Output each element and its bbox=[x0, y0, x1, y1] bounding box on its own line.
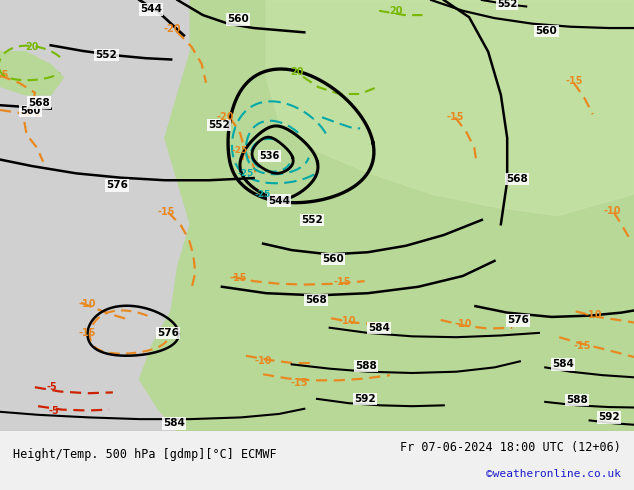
Text: -15: -15 bbox=[573, 341, 591, 351]
Text: 552: 552 bbox=[497, 0, 517, 9]
Text: 560: 560 bbox=[227, 14, 249, 24]
Polygon shape bbox=[0, 52, 63, 95]
Text: Fr 07-06-2024 18:00 UTC (12+06): Fr 07-06-2024 18:00 UTC (12+06) bbox=[401, 441, 621, 454]
Text: -15: -15 bbox=[157, 207, 175, 217]
Text: -10: -10 bbox=[339, 316, 356, 326]
Text: -10: -10 bbox=[79, 298, 96, 309]
Text: 560: 560 bbox=[322, 254, 344, 264]
Text: 588: 588 bbox=[566, 395, 588, 405]
Text: 592: 592 bbox=[598, 413, 619, 422]
Text: 536: 536 bbox=[259, 151, 280, 161]
Polygon shape bbox=[266, 0, 634, 216]
Text: -25: -25 bbox=[238, 169, 254, 178]
Text: -25: -25 bbox=[255, 191, 271, 199]
Text: 544: 544 bbox=[140, 4, 162, 15]
Text: 552: 552 bbox=[208, 120, 230, 130]
Text: 20: 20 bbox=[25, 42, 39, 51]
Text: -15: -15 bbox=[0, 71, 9, 80]
Text: 592: 592 bbox=[354, 394, 375, 404]
Text: 584: 584 bbox=[552, 359, 574, 369]
Text: 588: 588 bbox=[356, 361, 377, 370]
Text: -20: -20 bbox=[164, 24, 181, 34]
Text: 584: 584 bbox=[164, 418, 185, 428]
Text: -15: -15 bbox=[79, 328, 96, 338]
Text: 552: 552 bbox=[301, 215, 323, 225]
Text: -5: -5 bbox=[49, 406, 59, 416]
Text: 568: 568 bbox=[29, 98, 50, 108]
Text: 576: 576 bbox=[157, 328, 179, 338]
Text: -10: -10 bbox=[584, 310, 602, 320]
Text: -10: -10 bbox=[454, 319, 472, 329]
Text: -10: -10 bbox=[603, 206, 621, 216]
Text: -10: -10 bbox=[254, 356, 272, 367]
Text: -15: -15 bbox=[290, 378, 308, 388]
Text: 20: 20 bbox=[290, 68, 304, 77]
Text: -25: -25 bbox=[231, 146, 248, 154]
Text: Height/Temp. 500 hPa [gdmp][°C] ECMWF: Height/Temp. 500 hPa [gdmp][°C] ECMWF bbox=[13, 448, 276, 461]
Text: 560: 560 bbox=[536, 26, 557, 36]
Text: 568: 568 bbox=[305, 294, 327, 305]
Text: 552: 552 bbox=[96, 50, 117, 60]
Text: -15: -15 bbox=[446, 112, 464, 122]
Text: 576: 576 bbox=[507, 316, 529, 325]
Text: 20: 20 bbox=[389, 6, 403, 16]
Text: -5: -5 bbox=[47, 382, 57, 392]
Text: -15: -15 bbox=[229, 273, 247, 283]
Polygon shape bbox=[139, 0, 634, 431]
Text: -15: -15 bbox=[333, 277, 351, 288]
Text: 544: 544 bbox=[268, 196, 290, 205]
Text: -15: -15 bbox=[565, 76, 583, 86]
Text: 568: 568 bbox=[506, 174, 527, 184]
Text: 584: 584 bbox=[368, 323, 390, 333]
Text: 560: 560 bbox=[20, 106, 41, 116]
Text: 576: 576 bbox=[107, 180, 128, 191]
Text: -20: -20 bbox=[216, 112, 234, 122]
Text: ©weatheronline.co.uk: ©weatheronline.co.uk bbox=[486, 468, 621, 479]
